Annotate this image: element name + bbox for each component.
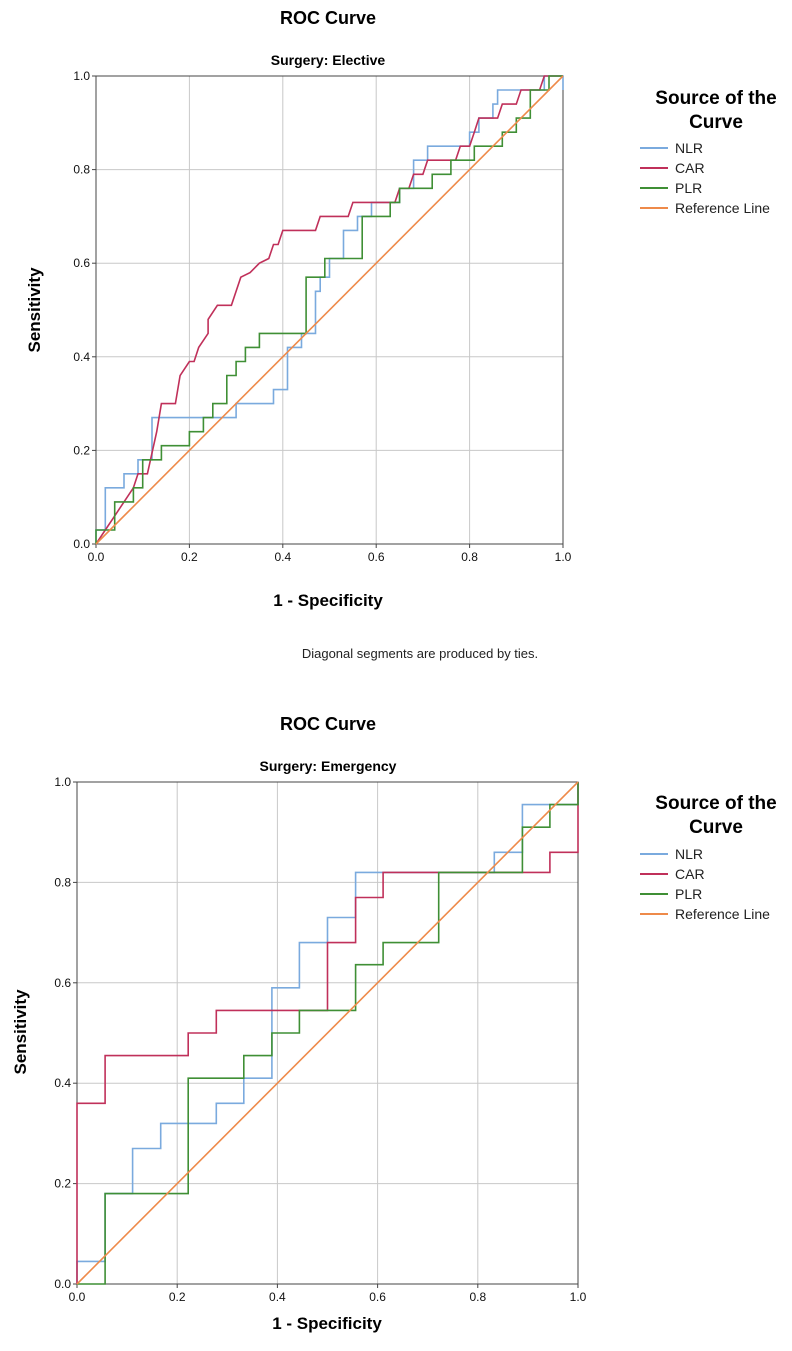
legend-label: PLR <box>675 886 702 902</box>
legend-label: Reference Line <box>675 200 770 216</box>
y-tick-label: 0.0 <box>73 537 90 551</box>
chart-subtitle: Surgery: Emergency <box>260 758 397 774</box>
y-tick-label: 1.0 <box>73 69 90 83</box>
y-tick-label: 1.0 <box>54 775 71 789</box>
chart-subtitle: Surgery: Elective <box>271 52 386 68</box>
roc-chart-elective: ROC Curve Surgery: Elective Sensitivity … <box>25 8 777 661</box>
series-line-plr <box>77 782 579 1285</box>
x-tick-label: 0.6 <box>368 550 385 564</box>
x-tick-label: 0.4 <box>269 1290 286 1304</box>
legend-title-line1: Source of the <box>655 793 776 814</box>
y-tick-label: 0.8 <box>73 163 90 177</box>
roc-chart-elective-svg: ROC Curve Surgery: Elective Sensitivity … <box>25 8 777 661</box>
legend-title-line1: Source of the <box>655 88 776 109</box>
chart-title: ROC Curve <box>280 714 376 734</box>
legend-label: CAR <box>675 866 705 882</box>
legend-label: Reference Line <box>675 906 770 922</box>
plot-area: 0.0 0.2 0.4 0.6 0.8 1.0 0.0 0.2 0.4 0.6 0.8 1.0 <box>73 69 571 564</box>
y-tick-label: 0.6 <box>73 256 90 270</box>
x-tick-label: 0.6 <box>369 1290 386 1304</box>
legend: NLR CAR PLR Reference Line <box>640 846 770 922</box>
legend-title-line2: Curve <box>689 817 743 838</box>
series-line-car <box>95 75 563 545</box>
x-tick-label: 0.0 <box>88 550 105 564</box>
y-tick-label: 0.2 <box>54 1177 71 1191</box>
y-tick-label: 0.8 <box>54 875 71 889</box>
x-tick-label: 0.2 <box>169 1290 186 1304</box>
legend-label: CAR <box>675 160 705 176</box>
x-tick-label: 0.4 <box>274 550 291 564</box>
roc-chart-emergency: ROC Curve Surgery: Emergency Sensitivity… <box>0 700 792 1351</box>
y-tick-label: 0.2 <box>73 443 90 457</box>
series-line-reference-line <box>76 781 579 1285</box>
legend-title-line2: Curve <box>689 112 743 133</box>
y-tick-label: 0.0 <box>54 1277 71 1291</box>
x-axis-label: 1 - Specificity <box>272 1314 382 1333</box>
series-line-car <box>76 782 579 1284</box>
roc-chart-emergency-svg: ROC Curve Surgery: Emergency Sensitivity… <box>11 714 777 1333</box>
plot-frame <box>95 75 564 545</box>
x-tick-label: 0.8 <box>461 550 478 564</box>
x-tick-label: 1.0 <box>570 1290 587 1304</box>
y-axis-label: Sensitivity <box>25 267 44 353</box>
plot-frame <box>76 781 579 1285</box>
y-axis-label: Sensitivity <box>11 989 30 1075</box>
y-tick-label: 0.4 <box>73 350 90 364</box>
x-tick-label: 0.8 <box>469 1290 486 1304</box>
legend-label: NLR <box>675 846 703 862</box>
y-tick-label: 0.6 <box>54 976 71 990</box>
x-tick-label: 1.0 <box>555 550 572 564</box>
y-tick-label: 0.4 <box>54 1076 71 1090</box>
chart-title: ROC Curve <box>280 8 376 28</box>
x-tick-label: 0.2 <box>181 550 198 564</box>
x-tick-label: 0.0 <box>69 1290 86 1304</box>
series-line-reference-line <box>95 75 564 545</box>
legend-label: NLR <box>675 140 703 156</box>
x-axis-label: 1 - Specificity <box>273 591 383 610</box>
legend: NLR CAR PLR Reference Line <box>640 140 770 216</box>
legend-label: PLR <box>675 180 702 196</box>
footnote: Diagonal segments are produced by ties. <box>302 646 538 661</box>
plot-area: 0.0 0.2 0.4 0.6 0.8 1.0 0.0 0.2 0.4 0.6 0.8 1.0 <box>54 775 586 1304</box>
